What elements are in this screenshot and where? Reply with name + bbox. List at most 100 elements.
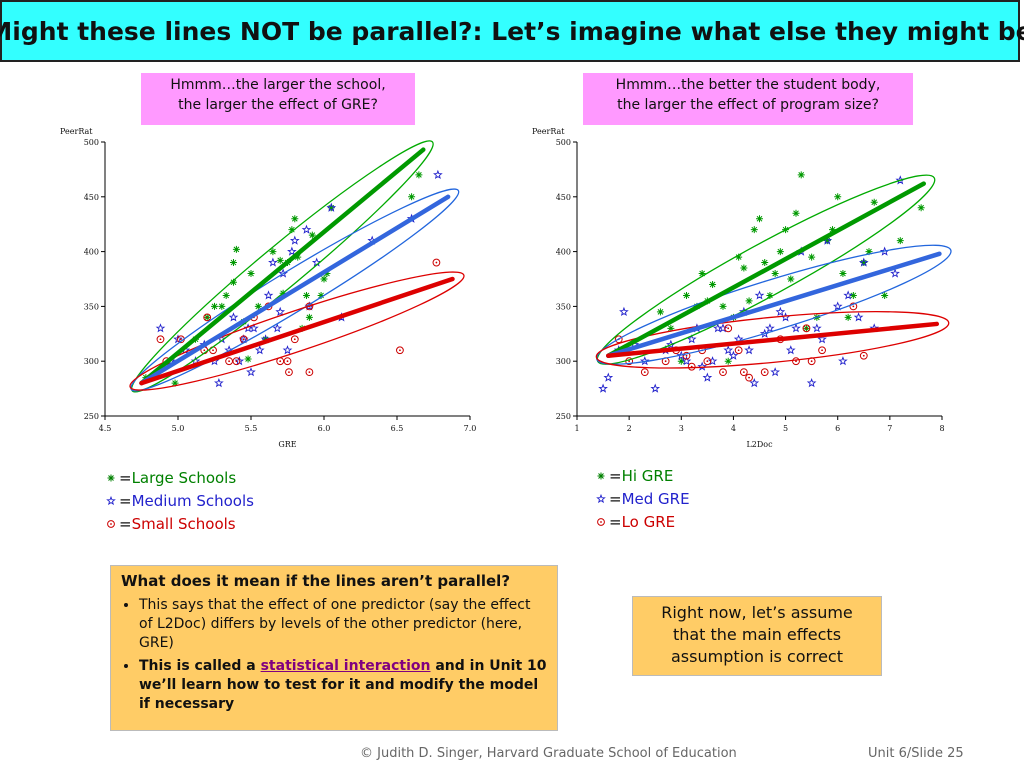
data-point bbox=[718, 323, 728, 333]
data-point bbox=[709, 280, 717, 288]
legend-equals: = bbox=[609, 512, 622, 531]
data-point bbox=[865, 248, 873, 256]
data-point bbox=[849, 302, 858, 311]
group-ellipse bbox=[129, 271, 465, 391]
data-point bbox=[750, 226, 758, 234]
legend-entry: = Lo GRE bbox=[594, 510, 690, 533]
x-tick-label: 5.0 bbox=[172, 424, 185, 433]
data-point bbox=[843, 290, 853, 300]
axes: 250 300 350 400 450 500 1 2 3 4 5 6 7 8 bbox=[556, 138, 945, 433]
asterisk-icon bbox=[597, 472, 605, 479]
data-point bbox=[698, 270, 706, 278]
footer-slide-number: Unit 6/Slide 25 bbox=[868, 746, 964, 761]
data-point bbox=[214, 378, 224, 388]
y-tick-label: 500 bbox=[84, 138, 99, 147]
data-point bbox=[745, 297, 753, 305]
data-point bbox=[254, 345, 265, 355]
fit-line bbox=[606, 181, 926, 358]
gre-scatter-plot: 250 300 350 400 450 500 4.5 5.0 5.5 6.0 6.5 7.0 Peer… bbox=[60, 127, 476, 449]
data-point bbox=[290, 335, 299, 344]
data-point bbox=[844, 313, 852, 321]
legend-entry: = Large Schools bbox=[104, 466, 254, 489]
legend-label: Hi GRE bbox=[621, 466, 674, 485]
x-tick-label: 3 bbox=[679, 424, 684, 433]
data-point bbox=[203, 313, 212, 322]
data-point bbox=[650, 383, 661, 393]
data-point bbox=[640, 368, 649, 377]
data-point bbox=[683, 291, 690, 299]
info-bullet-2-post: and in Unit 10 we’ll learn how to test f… bbox=[139, 658, 547, 712]
legend-symbol bbox=[597, 517, 605, 526]
info-bullet-2-pre: This is called a bbox=[139, 658, 261, 674]
legend-entry: = Small Schools bbox=[104, 512, 254, 535]
data-point bbox=[289, 235, 300, 245]
data-point bbox=[222, 291, 230, 299]
data-point bbox=[776, 248, 784, 256]
l2doc-scatter-plot: 250 300 350 400 450 500 1 2 3 4 5 6 7 8 PeerRat L2Doc bbox=[532, 127, 952, 449]
info-bullet-2: This is called a statistical interaction… bbox=[139, 657, 547, 714]
data-point bbox=[859, 351, 868, 360]
legend-symbol bbox=[107, 474, 115, 481]
data-point bbox=[834, 193, 842, 201]
assumption-box: Right now, let’s assume that the main ef… bbox=[632, 596, 882, 676]
right-callout: Hmmm…the better the student body, the la… bbox=[583, 73, 913, 125]
data-point bbox=[724, 357, 732, 365]
data-point bbox=[326, 202, 337, 212]
data-point bbox=[735, 253, 743, 261]
data-point bbox=[740, 264, 748, 272]
legend-label: Medium Schools bbox=[131, 491, 254, 510]
legend-symbol bbox=[106, 495, 116, 505]
data-point bbox=[860, 259, 868, 267]
data-point bbox=[305, 368, 314, 377]
data-point bbox=[282, 345, 293, 355]
legend-equals: = bbox=[609, 466, 622, 485]
info-bullets: This says that the effect of one predict… bbox=[121, 596, 547, 714]
group-ellipse bbox=[595, 311, 950, 369]
x-axis-label: L2Doc bbox=[746, 440, 773, 449]
x-tick-label: 6.5 bbox=[391, 424, 404, 433]
data-point bbox=[681, 356, 692, 366]
data-point bbox=[775, 306, 786, 316]
right-callout-line1: Hmmm…the better the student body, bbox=[615, 77, 881, 93]
y-tick-label: 400 bbox=[556, 248, 571, 257]
data-point bbox=[791, 323, 801, 333]
data-point bbox=[275, 306, 286, 316]
data-point bbox=[686, 334, 697, 344]
assume-line3: assumption is correct bbox=[671, 647, 843, 666]
data-point bbox=[838, 356, 848, 366]
data-point bbox=[682, 351, 691, 360]
data-point bbox=[667, 324, 675, 332]
data-point bbox=[770, 367, 780, 377]
y-tick-label: 350 bbox=[84, 302, 99, 311]
statistical-interaction-link[interactable]: statistical interaction bbox=[260, 658, 431, 674]
legend-symbol bbox=[596, 493, 606, 503]
data-point bbox=[327, 204, 335, 212]
data-point bbox=[702, 372, 713, 382]
data-point bbox=[291, 215, 299, 223]
data-point bbox=[806, 378, 817, 388]
data-point bbox=[269, 248, 277, 256]
legend-label: Large Schools bbox=[131, 468, 237, 487]
data-point bbox=[760, 368, 769, 377]
data-point bbox=[229, 259, 237, 267]
legend-equals: = bbox=[119, 514, 132, 533]
legend-equals: = bbox=[119, 468, 132, 487]
info-heading: What does it mean if the lines aren’t pa… bbox=[121, 572, 511, 590]
data-point bbox=[724, 324, 733, 333]
slide-title: Might these lines NOT be parallel?: Let’… bbox=[0, 16, 1024, 46]
data-point bbox=[244, 355, 252, 363]
data-point bbox=[254, 302, 262, 310]
data-point bbox=[228, 312, 239, 322]
legend-entry: = Med GRE bbox=[594, 487, 690, 510]
data-point bbox=[619, 306, 629, 316]
legend-equals: = bbox=[119, 491, 132, 510]
data-point bbox=[305, 313, 313, 321]
y-tick-label: 250 bbox=[84, 412, 99, 421]
data-point bbox=[225, 357, 234, 366]
data-point bbox=[719, 302, 727, 310]
data-point bbox=[302, 291, 310, 299]
data-point bbox=[677, 357, 685, 365]
left-callout-line2: the larger the effect of GRE? bbox=[178, 97, 378, 113]
data-point bbox=[766, 291, 774, 299]
y-tick-label: 500 bbox=[556, 138, 571, 147]
